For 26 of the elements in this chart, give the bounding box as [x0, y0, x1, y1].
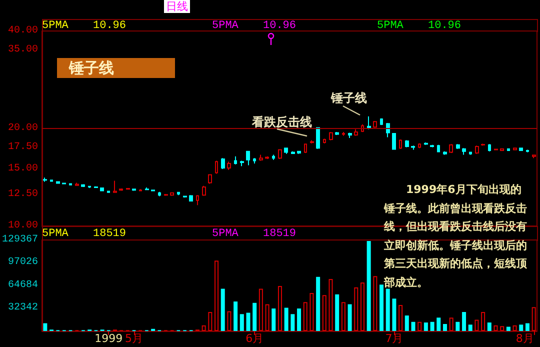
chart-title: 日线	[166, 0, 188, 13]
y-tick-label: 97026	[8, 257, 38, 268]
y-tick-label: 17.50	[8, 142, 38, 153]
x-tick-label: 7月	[385, 332, 404, 345]
y-tick-label: 129367	[2, 234, 38, 246]
annotation: 5PMA 10.96	[212, 20, 296, 32]
y-tick-label: 64684	[8, 280, 38, 291]
x-tick-label: 6月	[246, 332, 264, 345]
x-tick-label: 1999	[94, 332, 123, 345]
y-tick-label: 12.50	[8, 189, 38, 200]
y-tick-label: 20.00	[8, 123, 38, 134]
annotation: 锤子线	[69, 58, 114, 78]
y-tick-label: 10.00	[8, 220, 38, 232]
annotation: 5PMA 10.96	[377, 20, 462, 32]
y-tick-label: 15.00	[8, 163, 38, 174]
annotation: 看跌反击线	[252, 114, 312, 131]
annotation: 1999年6月下旬出现的锤子线。此前曾出现看跌反击线，但出现看跌反击线后没有立即创新低。锤子线出现后的第三天出现新的低点，短线顶部成立。	[384, 182, 528, 291]
y-tick-label: 40.00	[8, 26, 38, 36]
annotation: 5PMA 10.96	[42, 20, 126, 32]
annotation: 锤子线	[331, 90, 367, 107]
y-tick-label: 32342	[8, 302, 38, 314]
annotation: 5PMA 18519	[212, 228, 296, 240]
x-tick-label: 5月	[125, 332, 144, 345]
y-tick-label: 35.00	[8, 44, 38, 56]
x-tick-label: 8月	[516, 332, 534, 345]
annotation: 5PMA 18519	[42, 228, 126, 240]
